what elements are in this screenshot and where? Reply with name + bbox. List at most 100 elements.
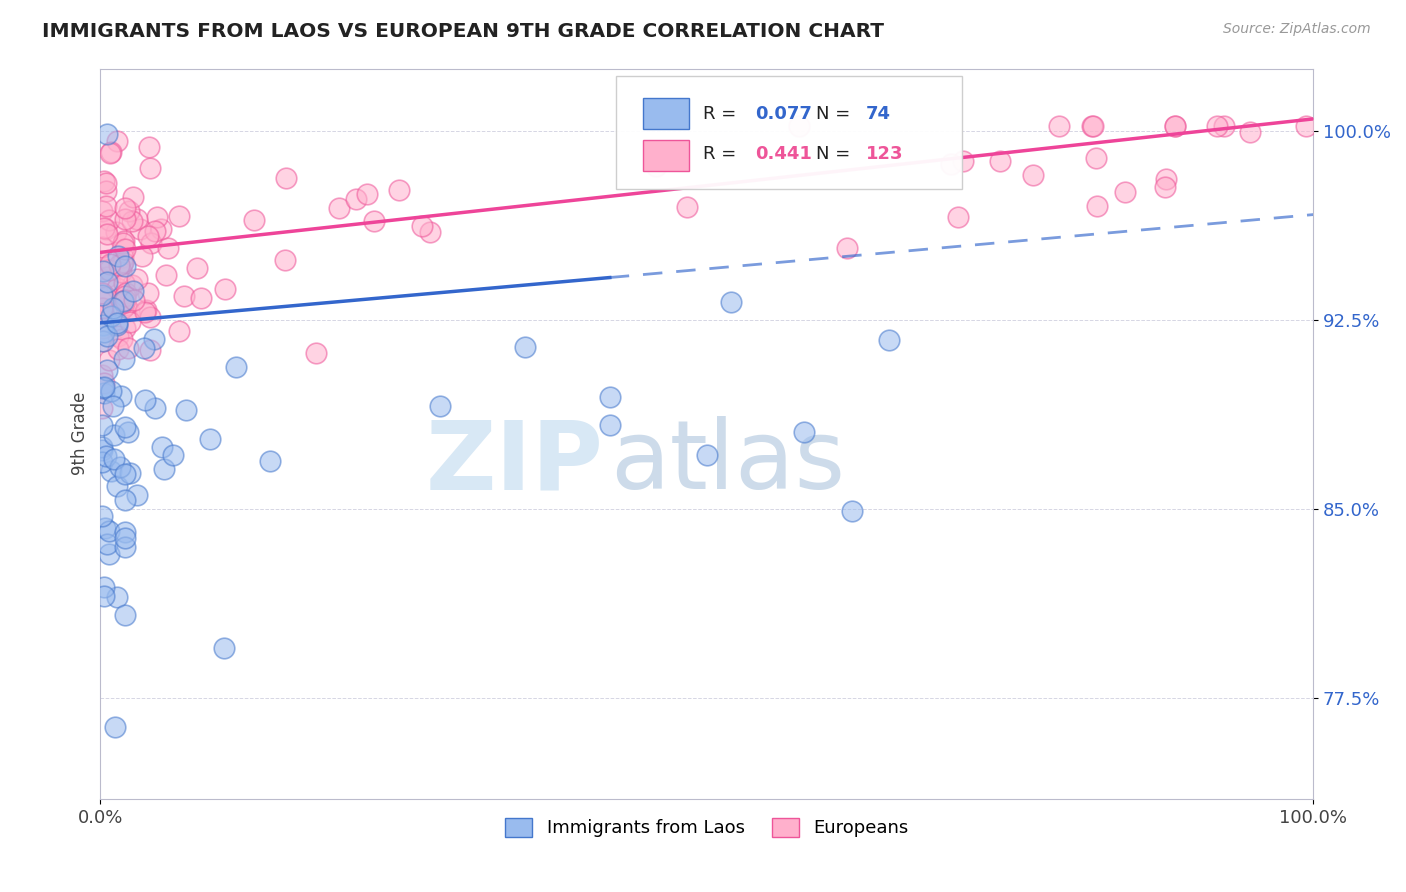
Point	[108, 460, 131, 475]
Point	[121, 278, 143, 293]
Point	[1205, 120, 1227, 134]
Text: ZIP: ZIP	[426, 417, 603, 509]
Point	[105, 225, 128, 239]
Point	[645, 159, 668, 173]
Point	[96, 362, 118, 376]
Point	[139, 343, 162, 357]
Point	[1163, 120, 1185, 134]
Point	[112, 254, 135, 268]
Point	[110, 389, 132, 403]
Point	[114, 201, 136, 215]
Point	[90, 334, 112, 348]
Point	[134, 392, 156, 407]
Point	[101, 399, 124, 413]
Point	[429, 399, 451, 413]
Point	[118, 304, 141, 318]
Point	[946, 210, 969, 224]
Point	[114, 321, 136, 335]
Point	[90, 455, 112, 469]
Point	[114, 289, 136, 303]
Point	[98, 145, 121, 160]
Point	[93, 261, 115, 276]
Point	[96, 227, 118, 241]
Point	[114, 242, 136, 256]
Point	[90, 417, 112, 432]
Point	[96, 537, 118, 551]
Point	[111, 250, 134, 264]
Point	[139, 235, 162, 250]
Point	[356, 186, 378, 201]
Point	[107, 342, 129, 356]
Point	[1213, 120, 1236, 134]
Point	[105, 318, 128, 333]
Point	[150, 440, 173, 454]
Point	[114, 420, 136, 434]
Point	[146, 211, 169, 225]
Bar	[643, 98, 689, 129]
Text: R =: R =	[703, 145, 742, 163]
Point	[100, 145, 122, 159]
Point	[104, 720, 127, 734]
Point	[114, 259, 136, 273]
Point	[111, 257, 134, 271]
Point	[91, 285, 114, 300]
Point	[91, 321, 114, 335]
Point	[98, 212, 121, 227]
Point	[90, 443, 112, 458]
Point	[122, 293, 145, 308]
Point	[131, 248, 153, 262]
Point	[90, 509, 112, 524]
Point	[1239, 125, 1261, 139]
Point	[143, 332, 166, 346]
Point	[198, 432, 221, 446]
Text: 74: 74	[866, 104, 891, 123]
Point	[107, 259, 129, 273]
Point	[112, 352, 135, 367]
Point	[411, 219, 433, 233]
Point	[121, 284, 143, 298]
Point	[93, 221, 115, 235]
Point	[98, 277, 121, 291]
Point	[91, 240, 114, 254]
Point	[1156, 172, 1178, 186]
Point	[243, 213, 266, 227]
Point	[305, 346, 328, 360]
Point	[276, 171, 298, 186]
Point	[91, 381, 114, 395]
Y-axis label: 9th Grade: 9th Grade	[72, 392, 89, 475]
Point	[97, 263, 120, 277]
Point	[696, 448, 718, 462]
Point	[138, 140, 160, 154]
Point	[841, 504, 863, 518]
Text: 0.441: 0.441	[755, 145, 813, 163]
Point	[112, 276, 135, 290]
Point	[139, 161, 162, 175]
Point	[225, 360, 247, 375]
Point	[117, 341, 139, 355]
Point	[127, 212, 149, 227]
Point	[787, 120, 810, 134]
Point	[93, 325, 115, 339]
Text: 123: 123	[866, 145, 903, 163]
Point	[599, 390, 621, 404]
Point	[120, 467, 142, 481]
Point	[174, 403, 197, 417]
Point	[1047, 120, 1070, 134]
Point	[96, 176, 118, 190]
Point	[105, 317, 128, 331]
Point	[93, 174, 115, 188]
Point	[103, 427, 125, 442]
Point	[112, 234, 135, 248]
Point	[96, 199, 118, 213]
Point	[1295, 120, 1317, 134]
Point	[114, 540, 136, 554]
Point	[111, 332, 134, 346]
Point	[1085, 151, 1108, 165]
Point	[93, 380, 115, 394]
Point	[877, 334, 900, 348]
Point	[90, 304, 112, 318]
Point	[91, 288, 114, 302]
Point	[111, 289, 134, 303]
Point	[114, 525, 136, 540]
Point	[93, 589, 115, 603]
